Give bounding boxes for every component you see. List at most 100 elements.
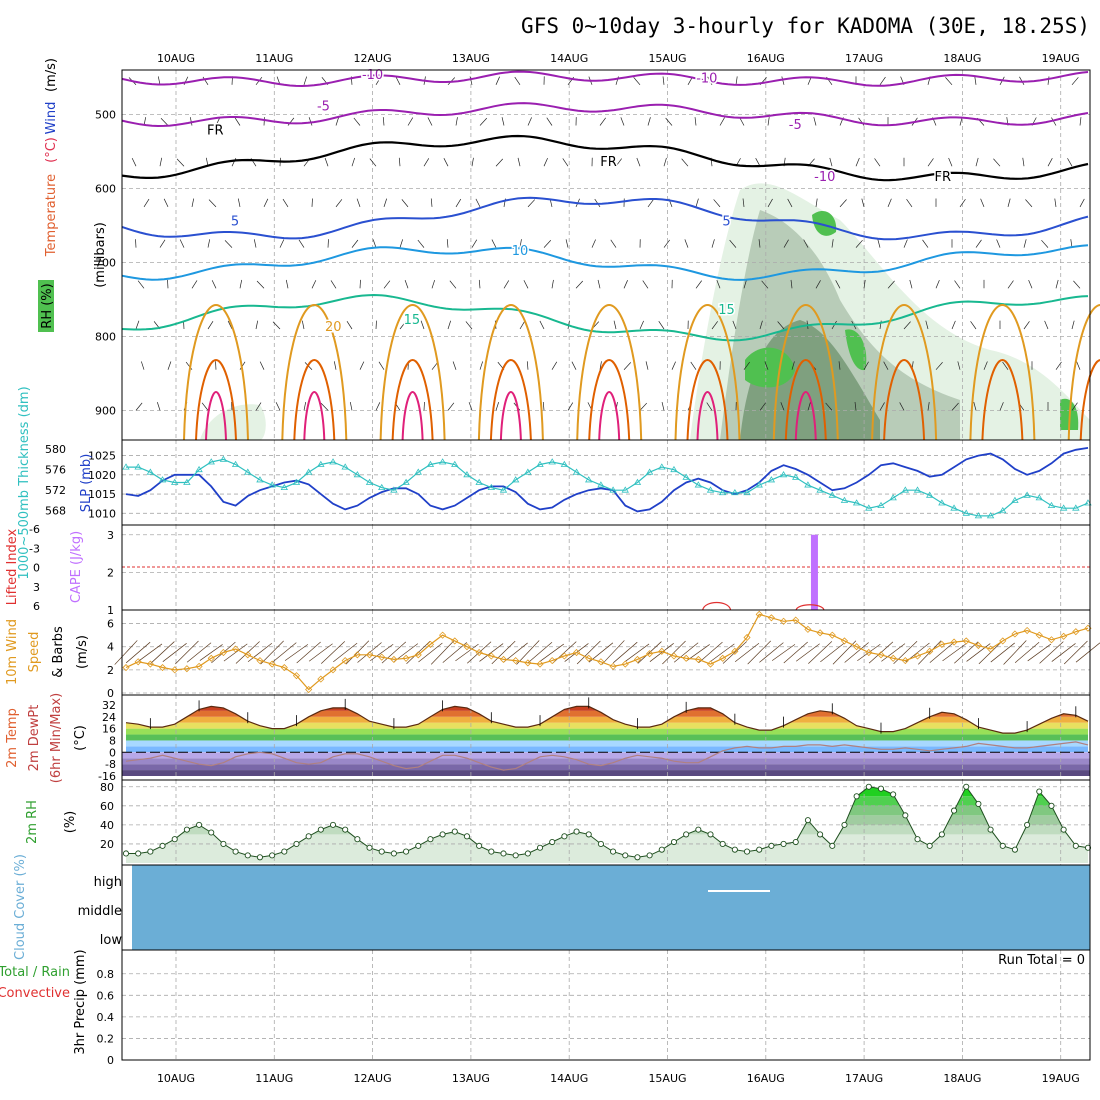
wind-barb	[1047, 76, 1050, 85]
wind-barb	[191, 198, 195, 207]
wind-barb	[803, 239, 809, 248]
rh-line-point	[585, 831, 592, 838]
rh-line-point	[390, 850, 397, 857]
rh-line-point	[196, 821, 203, 828]
wind-barb	[567, 402, 574, 411]
wind-barb-10m	[320, 641, 346, 664]
wind-barb	[1041, 239, 1049, 248]
wind-barb	[501, 117, 505, 126]
wind-barb	[906, 198, 913, 208]
thickness-line-point	[865, 504, 873, 511]
contour-label: -10	[814, 170, 835, 185]
wind-speed-line-point	[901, 657, 909, 665]
thickness-line-point	[560, 460, 569, 467]
wind-barb	[787, 198, 793, 208]
wind-barb	[157, 76, 161, 85]
chart-title: GFS 0~10day 3-hourly for KADOMA (30E, 18…	[521, 14, 1090, 38]
wind-speed-line-point	[572, 648, 581, 657]
wind-barb	[191, 280, 198, 289]
date-label-bottom: 15AUG	[648, 1072, 686, 1085]
wind-barb-10m	[808, 641, 833, 664]
rh-line-point	[926, 842, 933, 849]
wind-barb	[1071, 402, 1078, 411]
thickness-line-point	[877, 501, 885, 508]
wind-speed-line-point	[658, 647, 666, 655]
wind-barb	[633, 77, 641, 86]
wind-speed-line-point	[877, 651, 885, 659]
temp-contour-20	[1067, 304, 1100, 441]
rh-line-point	[549, 838, 556, 846]
wind-barb	[759, 320, 763, 330]
wind-barb	[879, 402, 885, 411]
wind-barb	[815, 280, 821, 289]
wind-barb-10m	[795, 643, 820, 662]
rh-line-point	[1048, 802, 1055, 809]
wind-barb-10m	[357, 642, 382, 663]
wind-barb	[551, 361, 558, 370]
precip-ylabel: 3hr Precip (mm)	[73, 949, 88, 1054]
date-label-bottom: 17AUG	[845, 1072, 883, 1085]
wind-barb	[495, 402, 500, 411]
wind-tick-label: 2	[107, 664, 114, 677]
wind-barb	[623, 362, 632, 370]
wind-barb-10m	[734, 642, 760, 663]
wind-barb-10m	[394, 643, 419, 662]
wind-barb	[351, 239, 359, 248]
wind-speed-line	[125, 613, 1089, 691]
rh-line-point	[147, 848, 154, 855]
wind-barb-10m	[576, 640, 601, 665]
wind-barb	[285, 279, 289, 289]
thickness-line-point	[706, 486, 715, 493]
thickness-line-point	[694, 481, 703, 488]
rh-tick-label: 20	[100, 838, 114, 851]
wind-barb	[1067, 158, 1073, 167]
temp-contour-10	[121, 244, 1089, 281]
temp-contour-minus10	[121, 70, 1089, 88]
date-label-bottom: 11AUG	[255, 1072, 293, 1085]
wind-barb-10m	[406, 640, 431, 665]
thickness-line-point	[962, 509, 970, 516]
wind-barb	[176, 158, 185, 167]
wind-barb	[694, 117, 697, 126]
rh-line-point	[1060, 826, 1067, 833]
wind-barb	[743, 361, 750, 370]
wind-barb	[671, 361, 676, 370]
wind-barb-10m	[260, 640, 284, 665]
wind-speed-line-point	[390, 655, 398, 664]
wind-barb	[382, 117, 385, 126]
wind-barb	[1079, 198, 1085, 208]
wind-barb	[279, 239, 285, 248]
wind-barb	[975, 239, 982, 248]
rh-line-point	[987, 826, 994, 833]
wind-barb	[777, 321, 785, 330]
wind-barb	[565, 239, 569, 248]
wind-barb	[815, 198, 818, 207]
wind-barb	[695, 280, 702, 289]
rh-line-point	[220, 840, 227, 847]
wind-barb	[975, 157, 979, 167]
slp-tick-label: 1010	[88, 507, 116, 520]
wind-barb	[303, 401, 307, 411]
wind-barb	[957, 361, 961, 370]
wind-barb	[761, 280, 769, 289]
date-label-top: 13AUG	[452, 52, 490, 65]
wind-barb	[527, 199, 536, 208]
wind-speed-line-point	[512, 657, 520, 665]
wind-barb-10m	[186, 642, 212, 663]
date-label-top: 17AUG	[845, 52, 883, 65]
wind-barb-10m	[613, 641, 638, 664]
thickness-line-point	[1023, 491, 1031, 498]
wind-ylabel-units: (m/s)	[75, 635, 90, 669]
wind-barb	[503, 280, 510, 289]
rh-line-point	[780, 840, 787, 847]
wind-barb	[447, 320, 452, 330]
thickness-line-point	[365, 478, 374, 485]
rh-line-point	[293, 840, 300, 847]
thickness-line-point	[292, 478, 301, 485]
wind-barb	[519, 320, 526, 330]
thickness-line-point	[852, 499, 861, 506]
wind-speed-line-point	[171, 666, 179, 674]
wind-barb	[735, 76, 738, 85]
lifted-index-line	[702, 601, 732, 611]
date-label-bottom: 16AUG	[747, 1072, 785, 1085]
